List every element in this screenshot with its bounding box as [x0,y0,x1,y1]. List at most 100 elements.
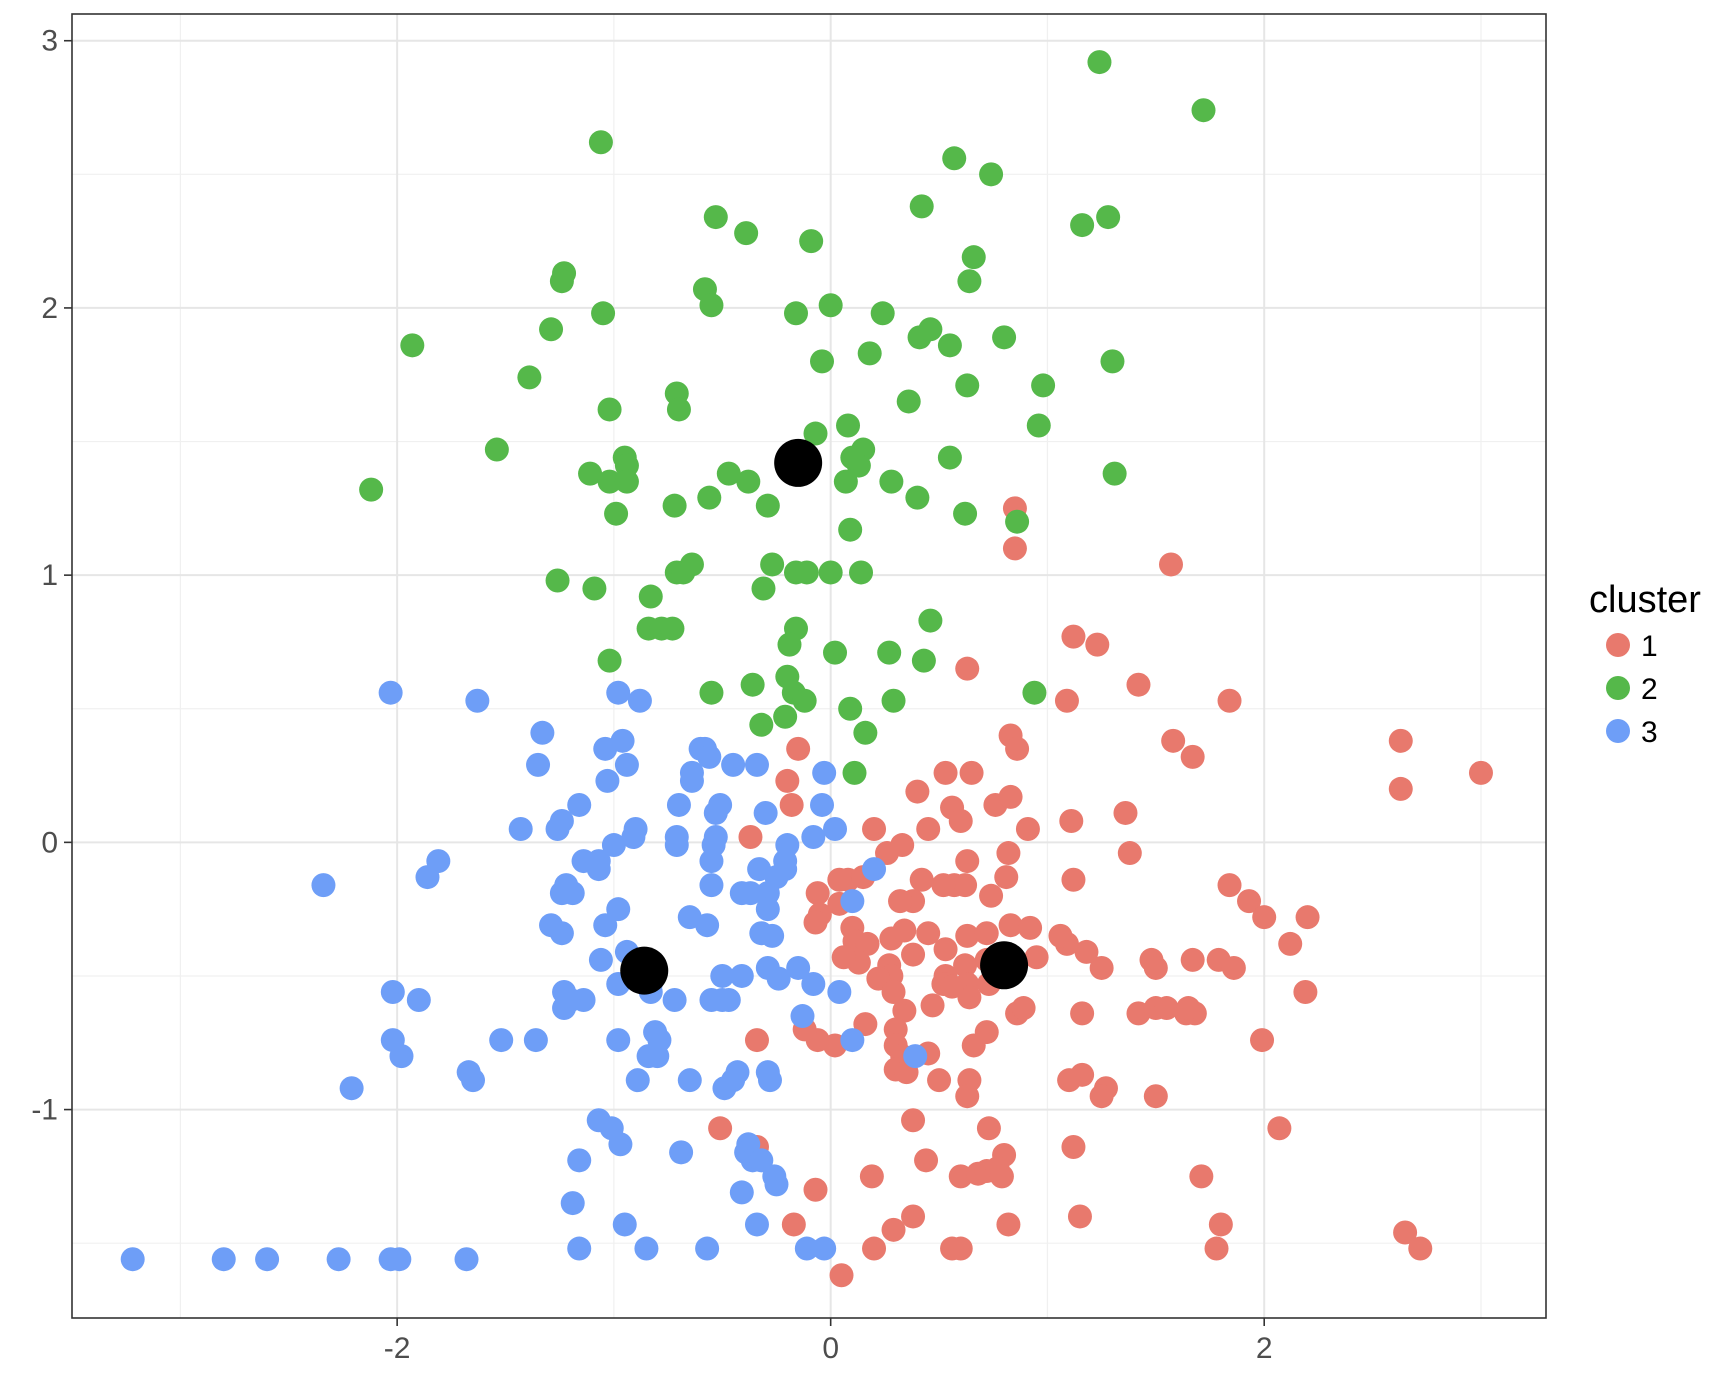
point-cluster-1 [916,817,941,841]
point-cluster-3 [840,889,865,914]
point-cluster-1 [916,921,941,946]
point-cluster-3 [545,817,570,841]
point-cluster-2 [751,576,776,601]
point-cluster-3 [810,792,835,817]
point-cluster-3 [120,1247,145,1272]
point-cluster-3 [389,1044,414,1069]
point-cluster-1 [1061,1134,1086,1159]
point-cluster-2 [823,640,848,665]
point-cluster-2 [838,517,863,542]
point-cluster-1 [1217,873,1242,898]
point-cluster-1 [881,1217,906,1242]
x-tick-label: -2 [384,1332,411,1365]
point-cluster-3 [621,825,646,850]
point-cluster-3 [567,1148,592,1173]
point-cluster-2 [992,325,1017,350]
point-cluster-2 [760,552,785,577]
point-cluster-1 [1113,800,1138,825]
point-cluster-1 [933,760,958,785]
point-cluster-2 [840,445,865,470]
point-cluster-2 [942,146,967,171]
point-cluster-1 [803,910,828,935]
x-tick-label: 0 [822,1332,839,1365]
point-cluster-2 [400,333,425,358]
point-cluster-2 [699,680,724,705]
point-cluster-2 [679,552,704,577]
point-cluster-1 [1089,955,1114,980]
point-cluster-1 [933,937,958,962]
point-cluster-1 [953,873,978,898]
point-cluster-1 [805,881,830,906]
point-cluster-3 [738,881,763,906]
point-cluster-2 [1026,413,1051,438]
point-cluster-2 [539,317,564,342]
point-cluster-1 [901,942,926,967]
point-cluster-2 [911,648,936,673]
point-cluster-2 [803,421,828,446]
point-cluster-1 [1250,1028,1275,1053]
point-cluster-3 [560,881,585,906]
point-cluster-3 [794,1236,819,1261]
y-axis: -1 0 1 2 3 [31,25,72,1127]
point-cluster-2 [979,162,1004,187]
point-cluster-2 [1100,349,1125,374]
point-cluster-2 [818,293,843,318]
point-cluster-3 [862,857,887,882]
point-cluster-1 [1267,1116,1292,1141]
point-cluster-1 [1388,776,1413,801]
legend-items: 1 2 3 [1606,630,1658,749]
point-cluster-2 [359,477,384,502]
point-cluster-1 [1143,955,1168,980]
point-cluster-3 [695,1236,720,1261]
y-tick-label: 3 [41,25,58,58]
point-cluster-2 [734,221,759,246]
legend: cluster 1 2 3 [1589,579,1701,749]
point-cluster-2 [755,493,780,518]
point-cluster-3 [749,1148,774,1173]
legend-title: cluster [1589,579,1701,621]
point-cluster-3 [601,833,626,858]
point-cluster-3 [721,752,746,777]
point-cluster-1 [1237,889,1262,914]
point-cluster-2 [849,560,874,585]
point-cluster-3 [716,988,741,1013]
centroid-point [774,438,823,487]
point-cluster-2 [881,688,906,713]
legend-label-2: 2 [1641,673,1658,706]
point-cluster-3 [593,913,618,938]
point-cluster-3 [378,680,403,705]
point-cluster-1 [1126,672,1151,697]
point-cluster-3 [695,913,720,938]
point-cluster-1 [892,918,917,943]
y-tick-label: 2 [41,292,58,325]
point-cluster-1 [998,913,1023,938]
point-cluster-3 [764,1172,789,1197]
point-cluster-3 [606,680,631,705]
point-cluster-1 [1005,736,1030,761]
point-cluster-2 [833,469,858,494]
point-cluster-1 [829,1263,854,1288]
point-cluster-3 [595,768,620,793]
point-cluster-3 [744,752,769,777]
point-cluster-1 [927,1068,952,1093]
point-cluster-1 [1293,980,1318,1004]
point-cluster-1 [974,1020,999,1045]
point-cluster-1 [855,931,880,956]
point-cluster-1 [1074,939,1099,964]
point-cluster-3 [699,849,724,874]
point-cluster-1 [1057,1068,1082,1093]
point-cluster-1 [989,1164,1014,1189]
point-cluster-1 [888,889,913,914]
point-cluster-1 [955,923,980,948]
point-cluster-1 [1018,915,1043,940]
point-cluster-3 [571,988,596,1013]
point-cluster-1 [901,1108,926,1133]
point-cluster-3 [669,1140,694,1165]
point-cluster-2 [697,485,722,510]
point-cluster-2 [545,568,570,593]
point-cluster-3 [812,760,837,785]
point-cluster-1 [744,1028,769,1053]
point-cluster-1 [1393,1220,1418,1245]
point-cluster-3 [753,800,778,825]
point-cluster-1 [914,1148,939,1173]
